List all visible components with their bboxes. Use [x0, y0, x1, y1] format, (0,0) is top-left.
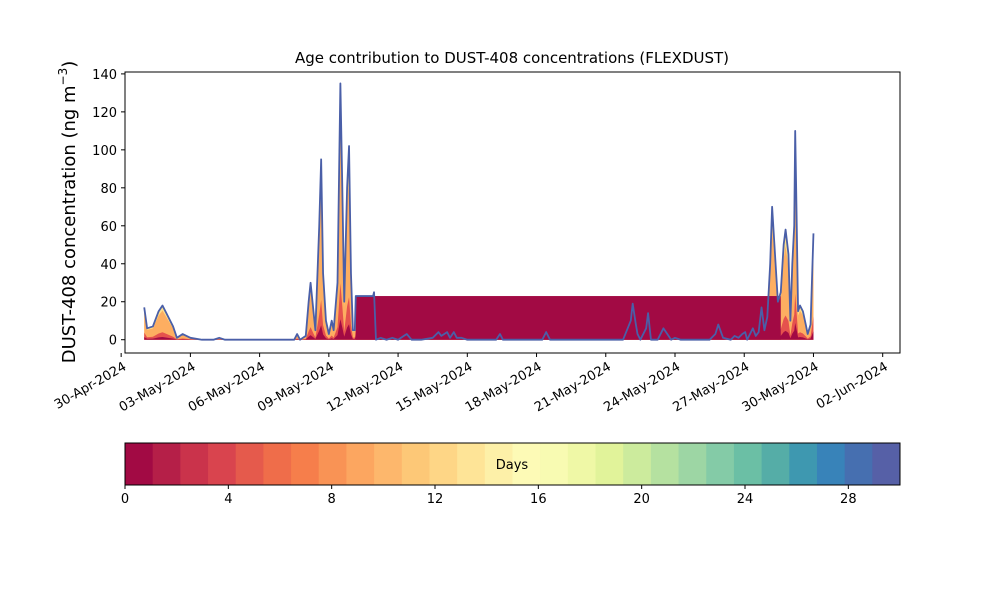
colorbar-tick-label: 4	[224, 492, 232, 507]
colorbar-swatch	[152, 443, 181, 485]
y-tick-label: 60	[100, 220, 117, 235]
colorbar-swatch	[706, 443, 735, 485]
x-tick-label: 15-May-2024	[394, 359, 476, 415]
colorbar-swatch	[872, 443, 901, 485]
colorbar-swatch	[208, 443, 237, 485]
colorbar-swatch	[844, 443, 873, 485]
colorbar-swatch	[567, 443, 597, 485]
age-contribution-areas	[144, 83, 814, 340]
colorbar-swatch	[291, 443, 320, 485]
x-tick-label: 18-May-2024	[463, 359, 545, 415]
colorbar-swatch	[789, 443, 818, 485]
x-tick-label: 24-May-2024	[601, 359, 683, 415]
y-tick-label: 80	[100, 182, 117, 197]
x-tick-label: 21-May-2024	[532, 359, 614, 415]
y-axis-label: DUST-408 concentration (ng m−3)	[56, 61, 80, 364]
x-tick-label: 30-May-2024	[740, 359, 822, 415]
plot-frame	[124, 71, 901, 354]
chart-title: Age contribution to DUST-408 concentrati…	[295, 49, 729, 67]
colorbar-tick-label: 16	[530, 492, 547, 507]
colorbar-swatch	[623, 443, 652, 485]
x-tick-label: 03-May-2024	[117, 359, 199, 415]
colorbar-frame	[124, 442, 901, 486]
age-layer-fresh-block	[355, 296, 781, 340]
y-tick-label: 100	[92, 144, 117, 159]
colorbar-tick-label: 24	[737, 492, 754, 507]
colorbar-swatch	[484, 443, 513, 485]
y-tick-label: 140	[92, 68, 117, 83]
colorbar-tick-label: 0	[121, 492, 129, 507]
colorbar-swatch	[816, 443, 846, 485]
y-tick-label: 120	[92, 106, 117, 121]
colorbar-swatch	[318, 443, 347, 485]
colorbar-tick-label: 12	[427, 492, 444, 507]
colorbar-swatch	[457, 443, 486, 485]
total-concentration-line	[143, 82, 815, 341]
x-tick-label: 02-Jun-2024	[814, 359, 891, 412]
colorbar	[125, 443, 901, 485]
colorbar-swatch	[374, 443, 403, 485]
colorbar-axis: 0 4 8 12 16 20 24 28	[121, 485, 857, 507]
colorbar-swatch	[235, 443, 264, 485]
colorbar-swatch	[650, 443, 680, 485]
colorbar-swatch	[429, 443, 458, 485]
colorbar-swatch	[401, 443, 430, 485]
x-tick-label: 12-May-2024	[324, 359, 406, 415]
colorbar-swatch	[595, 443, 624, 485]
y-axis: 0 20 40 60 80 100 120 140	[92, 68, 125, 349]
colorbar-tick-label: 8	[328, 492, 336, 507]
colorbar-swatch	[180, 443, 209, 485]
colorbar-label: Days	[496, 458, 529, 473]
y-tick-label: 40	[100, 258, 117, 273]
colorbar-swatch	[761, 443, 790, 485]
colorbar-swatch	[512, 443, 541, 485]
colorbar-swatch	[346, 443, 375, 485]
colorbar-tick-label: 28	[840, 492, 857, 507]
y-tick-label: 0	[109, 334, 117, 349]
total-concentration-series	[143, 82, 815, 341]
colorbar-swatch	[678, 443, 707, 485]
colorbar-swatch	[733, 443, 763, 485]
colorbar-swatch	[125, 443, 154, 485]
colorbar-tick-label: 20	[633, 492, 650, 507]
x-axis: 30-Apr-202403-May-202406-May-202409-May-…	[52, 353, 891, 415]
colorbar-swatch	[540, 443, 569, 485]
x-tick-label: 06-May-2024	[186, 359, 268, 415]
y-tick-label: 20	[100, 296, 117, 311]
x-tick-label: 27-May-2024	[671, 359, 753, 415]
colorbar-swatch	[263, 443, 292, 485]
x-tick-label: 09-May-2024	[255, 359, 337, 415]
